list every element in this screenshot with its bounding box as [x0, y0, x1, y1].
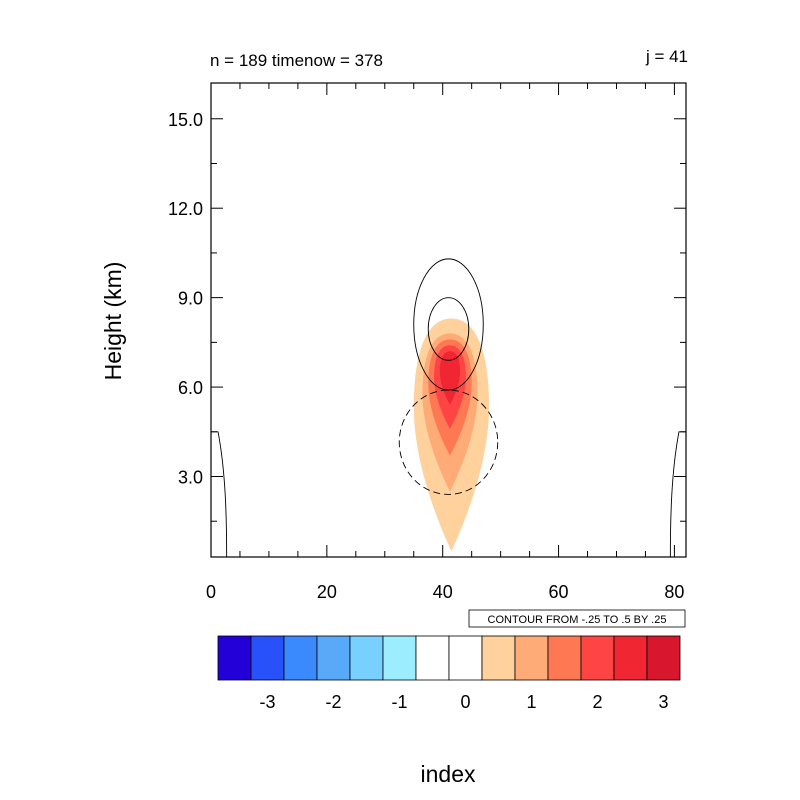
x-tick-label: 20: [317, 582, 337, 602]
colorbar-box: [613, 635, 648, 681]
x-axis-label: index: [421, 761, 476, 787]
colorbar-label: 2: [592, 692, 602, 712]
colorbar-label: 3: [658, 692, 668, 712]
colorbar: -3 -2 -1 0 1 2 3: [217, 635, 681, 712]
colorbar-label: -1: [391, 692, 407, 712]
colorbar-label: 0: [460, 692, 470, 712]
info-label-box: CONTOUR FROM -.25 TO .5 BY .25: [468, 609, 686, 628]
plot-axes: 0 20 40 60 80 3.0 6.0 9.0 12.0 15.0: [168, 82, 687, 602]
plot-frame: [210, 82, 687, 558]
x-tick-label: 60: [549, 582, 569, 602]
colorbar-box: [349, 635, 384, 681]
colorbar-box: [316, 635, 351, 681]
y-tick-label: 6.0: [178, 378, 203, 398]
colorbar-label: -2: [325, 692, 341, 712]
colorbar-box: [481, 635, 516, 681]
y-tick-label: 15.0: [168, 110, 203, 130]
x-tick-label: 40: [433, 582, 453, 602]
x-tick-label: 80: [664, 582, 684, 602]
colorbar-label: 1: [526, 692, 536, 712]
colorbar-box: [415, 635, 450, 681]
colorbar-box: [382, 635, 417, 681]
colorbar-box: [547, 635, 582, 681]
y-axis-label: Height (km): [100, 262, 126, 381]
title-left: n = 189 timenow = 378: [210, 51, 383, 70]
info-label: CONTOUR FROM -.25 TO .5 BY .25: [488, 614, 667, 626]
title-right: j = 41: [645, 47, 688, 66]
contour-lines: [211, 258, 686, 558]
y-tick-label: 9.0: [178, 289, 203, 309]
y-tick-label: 12.0: [168, 199, 203, 219]
colorbar-box: [217, 635, 252, 681]
colorbar-box: [250, 635, 285, 681]
contour-line-2: [427, 297, 470, 361]
y-tick-label: 3.0: [178, 468, 203, 488]
edge-contour-1: [211, 431, 228, 558]
colorbar-box: [514, 635, 549, 681]
colorbar-box: [283, 635, 318, 681]
filled-contours: [413, 318, 490, 552]
contour-line-1: [413, 258, 484, 391]
contour-line-3: [398, 389, 499, 495]
colorbar-box: [448, 635, 483, 681]
colorbar-box: [646, 635, 681, 681]
filled-region-5: [439, 351, 461, 405]
colorbar-label: -3: [259, 692, 275, 712]
edge-contour-2: [669, 431, 686, 558]
colorbar-box: [580, 635, 615, 681]
x-tick-label: 0: [206, 582, 216, 602]
